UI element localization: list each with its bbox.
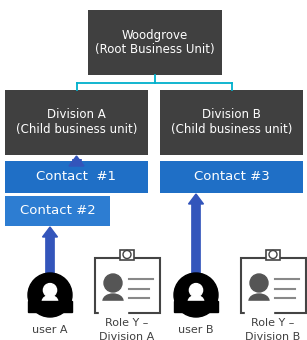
Text: user A: user A <box>32 325 68 335</box>
Bar <box>28 301 72 312</box>
Ellipse shape <box>188 296 204 307</box>
Circle shape <box>28 273 72 317</box>
Text: Contact  #1: Contact #1 <box>37 170 116 184</box>
Text: Contact #2: Contact #2 <box>20 204 95 218</box>
Bar <box>240 257 305 312</box>
Bar <box>174 301 218 312</box>
Circle shape <box>250 274 268 292</box>
Circle shape <box>43 284 56 297</box>
Bar <box>120 250 134 259</box>
Bar <box>95 257 160 312</box>
Text: user B: user B <box>178 325 214 335</box>
Text: Woodgrove
(Root Business Unit): Woodgrove (Root Business Unit) <box>95 29 215 56</box>
Bar <box>5 196 110 226</box>
Circle shape <box>269 251 277 258</box>
Bar <box>266 250 280 259</box>
Circle shape <box>104 274 122 292</box>
Ellipse shape <box>42 296 58 307</box>
Bar <box>5 161 148 193</box>
Polygon shape <box>188 194 204 204</box>
Ellipse shape <box>249 294 269 308</box>
Bar <box>5 90 148 155</box>
Bar <box>245 301 273 315</box>
Text: Division A
(Child business unit): Division A (Child business unit) <box>16 108 137 136</box>
Polygon shape <box>42 227 57 237</box>
Text: Division B
(Child business unit): Division B (Child business unit) <box>171 108 292 136</box>
Bar <box>160 161 303 193</box>
Text: Role Y –
Division A: Role Y – Division A <box>99 318 155 340</box>
Bar <box>160 90 303 155</box>
Circle shape <box>123 251 131 258</box>
Ellipse shape <box>103 294 123 308</box>
Bar <box>88 10 222 75</box>
Circle shape <box>189 284 203 297</box>
Circle shape <box>174 273 218 317</box>
Polygon shape <box>69 156 84 166</box>
Text: Contact #3: Contact #3 <box>194 170 269 184</box>
Bar <box>99 301 127 315</box>
Text: Role Y –
Division B: Role Y – Division B <box>245 318 301 340</box>
